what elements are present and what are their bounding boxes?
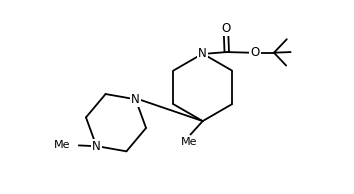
Text: Me: Me	[181, 137, 197, 147]
Text: O: O	[250, 46, 259, 59]
Text: N: N	[198, 47, 207, 60]
Text: N: N	[92, 139, 101, 152]
Text: O: O	[222, 23, 231, 36]
Text: Me: Me	[54, 140, 71, 150]
Text: N: N	[131, 93, 140, 106]
